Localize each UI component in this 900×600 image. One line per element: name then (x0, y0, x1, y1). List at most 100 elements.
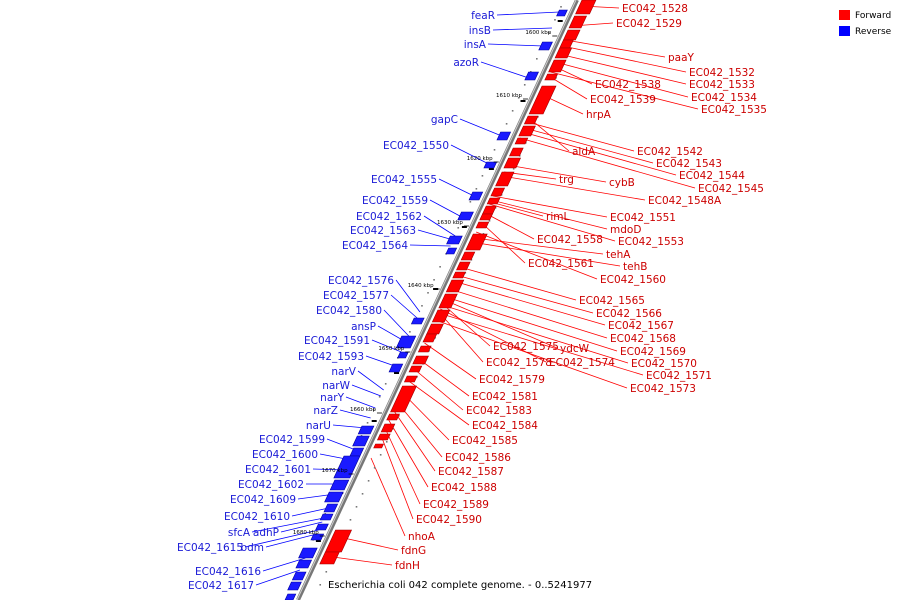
reverse-gene (284, 593, 297, 600)
forward-gene (518, 125, 536, 137)
forward-label-connector (489, 201, 544, 217)
forward-label-connector (484, 212, 535, 240)
forward-gene (445, 279, 465, 293)
reverse-label-connector (351, 384, 382, 397)
reverse-gene-label: EC042_1617 (188, 580, 254, 592)
forward-gene (528, 85, 557, 115)
forward-label-connector (449, 288, 608, 339)
forward-label-connector (489, 203, 616, 242)
gc-dot (481, 175, 484, 177)
forward-gene-label: EC042_1573 (630, 383, 696, 395)
legend-reverse-label: Reverse (855, 27, 892, 37)
forward-gene (559, 39, 574, 49)
gc-dot (488, 220, 491, 222)
forward-gene (373, 443, 385, 449)
forward-label-connector (412, 367, 464, 411)
forward-gene-label: EC042_1565 (579, 295, 645, 307)
forward-gene (514, 137, 529, 145)
forward-gene-label: EC042_1566 (596, 308, 662, 320)
reverse-label-connector (255, 569, 301, 586)
reverse-label-connector (480, 61, 529, 79)
forward-label-connector (435, 319, 628, 389)
forward-gene (417, 345, 432, 353)
reverse-gene (319, 513, 334, 521)
tick-label: 1630 kbp (437, 220, 463, 226)
gc-dot (548, 32, 550, 34)
label-connectors (244, 5, 699, 586)
legend: Forward Reverse (839, 10, 892, 37)
black-marker (315, 540, 321, 542)
gene-labels: EC042_1528EC042_1529paaYEC042_1532EC042_… (177, 3, 767, 592)
legend-reverse-swatch (839, 26, 850, 36)
forward-gene-label: EC042_1539 (590, 94, 656, 106)
forward-gene (422, 333, 438, 343)
forward-gene-label: EC042_1570 (631, 358, 697, 370)
gc-dot (475, 188, 478, 190)
reverse-label-connector (395, 279, 421, 313)
forward-label-connector (527, 121, 635, 152)
forward-gene-label: EC042_1533 (689, 79, 755, 91)
reverse-gene (446, 235, 463, 245)
gc-dot (367, 480, 370, 482)
reverse-gene (468, 191, 484, 201)
reverse-gene (352, 435, 370, 447)
forward-gene-label: EC042_1571 (646, 370, 712, 382)
black-marker (461, 226, 467, 228)
reverse-label-connector (251, 517, 325, 533)
reverse-gene-label: EC042_1577 (323, 290, 389, 302)
forward-label-connector (444, 299, 558, 349)
forward-gene (403, 375, 418, 383)
tick-label: 1660 kbp (350, 407, 376, 413)
forward-label-connector (438, 311, 484, 363)
forward-gene (408, 365, 423, 373)
black-marker (394, 372, 400, 374)
forward-label-connector (424, 342, 477, 380)
reverse-label-connector (280, 521, 323, 533)
forward-label-connector (490, 199, 608, 230)
forward-label-connector (453, 280, 606, 326)
forward-gene-label: EC042_1578 (486, 357, 552, 369)
forward-gene-label: EC042_1544 (679, 170, 745, 182)
forward-gene-label: aldA (572, 146, 596, 158)
reverse-label-connector (450, 144, 489, 165)
reverse-gene (357, 425, 375, 435)
forward-gene-label: EC042_1558 (537, 234, 603, 246)
forward-gene-label: EC042_1538 (595, 79, 661, 91)
forward-gene-label: EC042_1579 (479, 374, 545, 386)
reverse-label-connector (371, 339, 402, 353)
forward-gene-label: EC042_1567 (608, 320, 674, 332)
forward-gene (324, 529, 353, 553)
gc-dot (378, 396, 381, 398)
forward-label-connector (442, 303, 491, 347)
forward-gene (490, 187, 506, 197)
forward-gene (319, 551, 340, 565)
genome-axis-highlight (296, 0, 577, 600)
forward-gene-label: EC042_1529 (616, 18, 682, 30)
black-marker (488, 168, 494, 170)
reverse-gene-label: EC042_1580 (316, 305, 382, 317)
gc-dot (439, 266, 441, 268)
forward-gene-label: EC042_1560 (600, 274, 666, 286)
forward-gene-label: EC042_1532 (689, 67, 755, 79)
reverse-gene-label: EC042_1610 (224, 511, 290, 523)
forward-gene-label: EC042_1568 (610, 333, 676, 345)
forward-gene (486, 197, 501, 205)
reverse-label-connector (429, 199, 464, 219)
reverse-gene-label: narW (322, 380, 350, 392)
gc-dot (379, 454, 382, 456)
forward-gene-label: EC042_1542 (637, 146, 703, 158)
gc-dot (421, 305, 423, 307)
reverse-label-connector (492, 27, 552, 31)
forward-label-connector (380, 435, 414, 520)
reverse-gene (323, 503, 339, 513)
reverse-gene-label: adhP (253, 527, 279, 539)
forward-gene (479, 213, 493, 221)
forward-label-connector (550, 71, 699, 110)
tick-label: 1640 kbp (408, 283, 434, 289)
reverse-label-connector (423, 215, 456, 237)
forward-gene-label: EC042_1535 (701, 104, 767, 116)
forward-gene-label: EC042_1574 (549, 357, 615, 369)
reverse-gene-label: EC042_1600 (252, 449, 318, 461)
forward-gene (412, 355, 429, 365)
